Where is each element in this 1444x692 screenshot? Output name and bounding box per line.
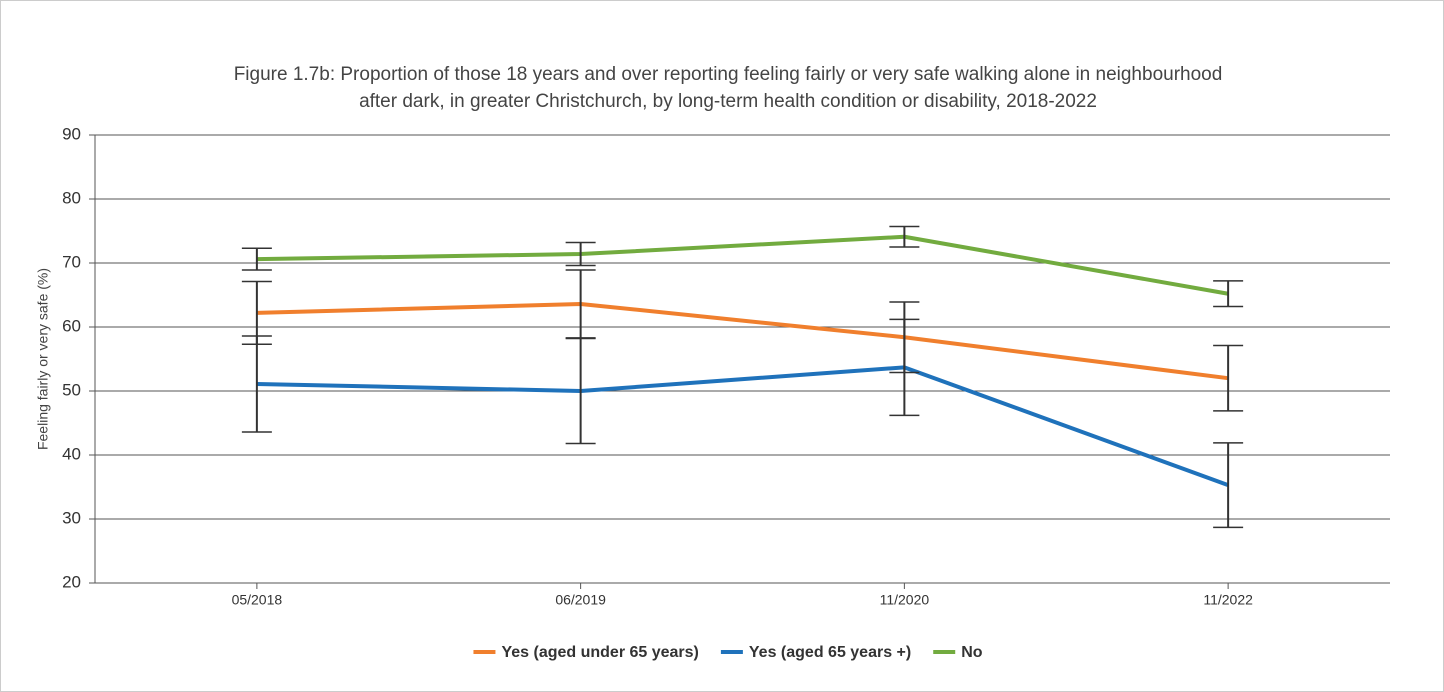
series-line <box>256 301 1229 381</box>
error-bar <box>565 337 596 445</box>
x-tick-label: 11/2020 <box>880 592 930 608</box>
x-tick-label: 05/2018 <box>232 592 283 608</box>
error-bar <box>241 335 272 433</box>
y-tick-label: 60 <box>62 316 81 335</box>
legend: Yes (aged under 65 years) Yes (aged 65 ye… <box>473 644 983 661</box>
series-line <box>256 234 1229 296</box>
error-bar <box>889 225 920 248</box>
error-bar <box>889 318 920 417</box>
series-line <box>256 365 1229 487</box>
x-tick-label: 06/2019 <box>555 592 606 608</box>
error-bar <box>1213 442 1244 529</box>
x-tick-label: 11/2022 <box>1203 592 1253 608</box>
legend-label: No <box>961 644 983 661</box>
error-bar <box>241 247 272 271</box>
y-tick-label: 30 <box>62 508 81 527</box>
error-bar <box>1213 280 1244 308</box>
y-tick-label: 80 <box>62 188 81 207</box>
y-tick-label: 70 <box>62 252 81 271</box>
legend-label: Yes (aged under 65 years) <box>501 644 698 661</box>
y-tick-label: 90 <box>62 124 81 143</box>
y-tick-label: 20 <box>62 572 81 591</box>
error-bar <box>1213 344 1244 412</box>
error-bar <box>565 241 596 267</box>
chart-title: Figure 1.7b: Proportion of those 18 year… <box>234 64 1223 85</box>
y-axis-label: Feeling fairly or very safe (%) <box>35 268 51 450</box>
chart-title: after dark, in greater Christchurch, by … <box>359 91 1097 112</box>
y-tick-label: 40 <box>62 444 81 463</box>
y-tick-label: 50 <box>62 380 81 399</box>
legend-label: Yes (aged 65 years +) <box>749 644 911 661</box>
